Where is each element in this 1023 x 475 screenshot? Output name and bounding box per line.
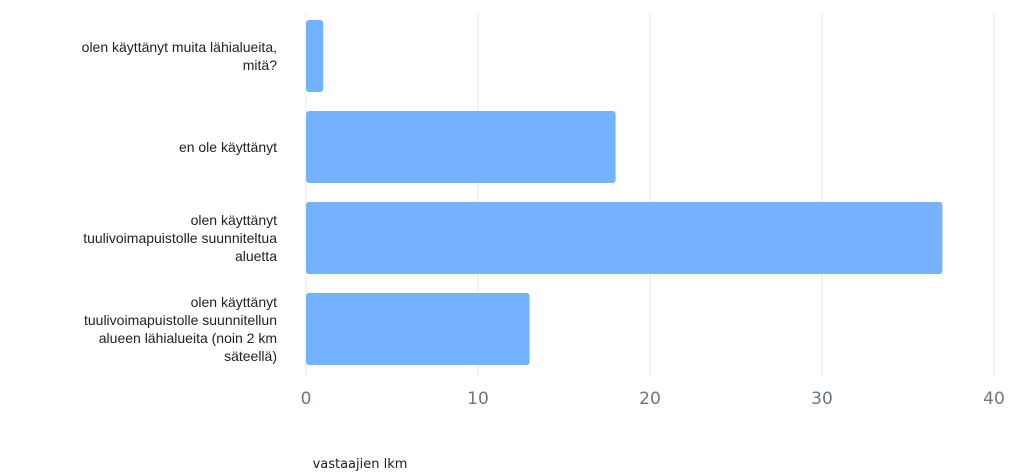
x-tick-label: 40 (983, 389, 1005, 409)
category-label-line: säteellä) (224, 348, 277, 364)
x-tick-label: 10 (467, 389, 489, 409)
bar[interactable] (306, 111, 616, 183)
category-label: olen käyttänyt tuulivoimapuistolle suunni… (83, 212, 277, 264)
category-label: en ole käyttänyt (179, 139, 277, 155)
bars (306, 20, 943, 365)
category-label: olen käyttänyt tuulivoimapuistolle suunni… (84, 294, 277, 364)
category-label-line: olen käyttänyt (191, 294, 277, 310)
category-label: olen käyttänyt muita lähialueita, mitä? (82, 39, 278, 73)
bar[interactable] (306, 20, 324, 92)
category-label-line: alueen lähialueita (noin 2 km (99, 330, 277, 346)
x-tick-labels: 0 10 20 30 40 (301, 389, 1005, 409)
category-labels: olen käyttänyt muita lähialueita, mitä? en… (82, 39, 278, 364)
x-tick-label: 20 (639, 389, 661, 409)
category-label-line: en ole käyttänyt (179, 139, 277, 155)
x-tick-label: 0 (301, 389, 312, 409)
category-label-line: aluetta (235, 248, 277, 264)
bar[interactable] (306, 202, 943, 274)
category-label-line: olen käyttänyt (191, 212, 277, 228)
bar[interactable] (306, 293, 530, 365)
x-axis-title: vastaajien lkm (313, 457, 408, 472)
category-label-line: tuulivoimapuistolle suunniteltua (83, 230, 277, 246)
category-label-line: mitä? (243, 57, 277, 73)
category-label-line: tuulivoimapuistolle suunnitellun (84, 312, 277, 328)
x-tick-label: 30 (811, 389, 833, 409)
category-label-line: olen käyttänyt muita lähialueita, (82, 39, 277, 55)
